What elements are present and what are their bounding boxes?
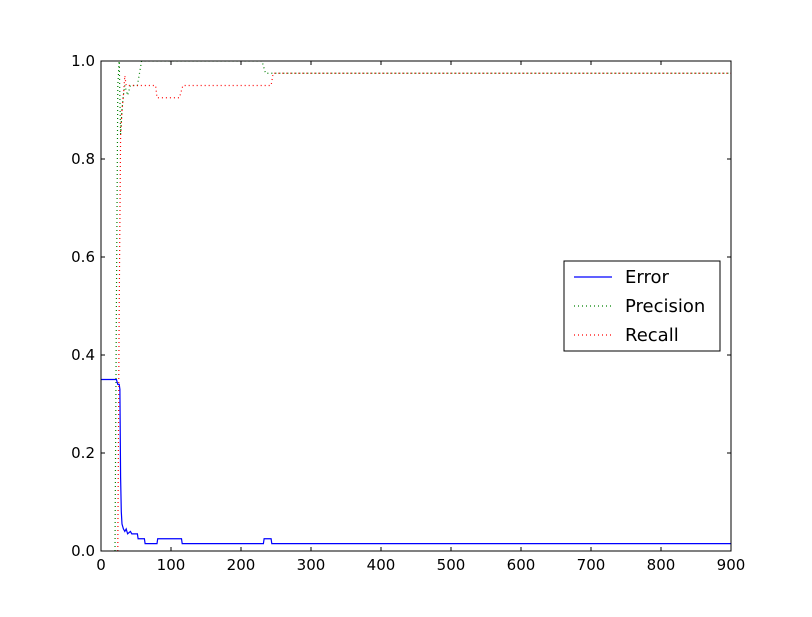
- x-tick-label: 600: [507, 556, 536, 574]
- y-tick-label: 0.4: [71, 346, 95, 364]
- y-tick-label: 0.8: [71, 150, 95, 168]
- legend-label-recall: Recall: [625, 325, 679, 346]
- x-tick-label: 900: [717, 556, 746, 574]
- series-line-error: [101, 378, 731, 545]
- x-tick-label: 800: [647, 556, 676, 574]
- y-tick-label: 0.6: [71, 248, 95, 266]
- axes-frame: [100, 60, 732, 552]
- x-tick-label: 200: [227, 556, 256, 574]
- y-tick-label: 1.0: [71, 52, 95, 70]
- plot-area: [101, 61, 731, 551]
- x-tick-label: 0: [96, 556, 106, 574]
- x-tick-label: 700: [577, 556, 606, 574]
- axes: 0 100 200 300 400 500 600 700 800 900 0.0 0.2 0.4 0.6…: [71, 52, 745, 574]
- legend: Error Precision Recall: [563, 260, 721, 352]
- x-tick-label: 100: [157, 556, 186, 574]
- legend-label-error: Error: [625, 267, 669, 288]
- legend-label-precision: Precision: [625, 296, 705, 317]
- y-tick-label: 0.2: [71, 444, 95, 462]
- x-tick-label: 400: [367, 556, 396, 574]
- y-tick-label: 0.0: [71, 542, 95, 560]
- x-tick-label: 500: [437, 556, 466, 574]
- x-tick-label: 300: [297, 556, 326, 574]
- series-line-recall: [117, 72, 731, 551]
